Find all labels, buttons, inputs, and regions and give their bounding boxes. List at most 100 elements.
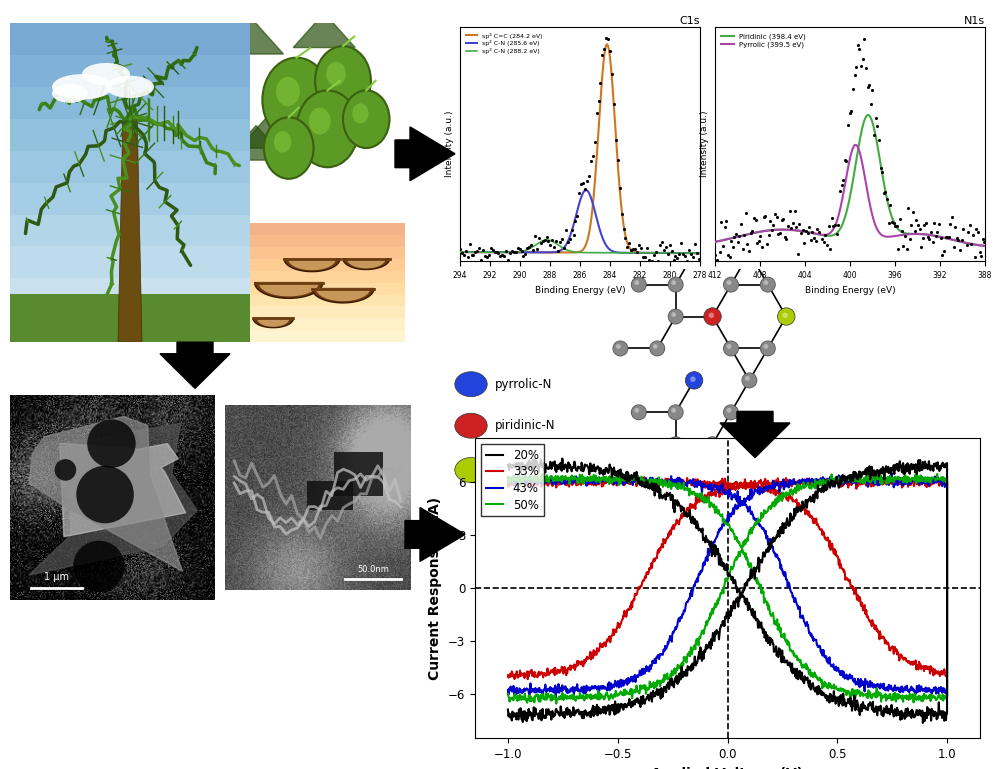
Circle shape xyxy=(455,458,487,482)
Circle shape xyxy=(668,436,684,452)
33% xyxy=(518,674,530,683)
Point xyxy=(824,212,840,225)
Point xyxy=(713,216,729,228)
Point xyxy=(723,235,739,248)
43% xyxy=(886,468,898,478)
Point xyxy=(456,248,472,261)
Text: 50.0nm: 50.0nm xyxy=(357,564,389,574)
Point xyxy=(793,227,809,239)
Circle shape xyxy=(55,459,76,481)
Point xyxy=(639,241,655,254)
Circle shape xyxy=(649,468,665,484)
Point xyxy=(504,245,520,257)
Point xyxy=(871,134,887,146)
Bar xyxy=(10,183,250,215)
Point xyxy=(767,208,783,221)
Point xyxy=(598,32,614,45)
Point xyxy=(866,128,882,141)
Bar xyxy=(250,271,405,282)
Point xyxy=(687,238,703,251)
Point xyxy=(710,265,726,278)
Point xyxy=(669,252,685,265)
Circle shape xyxy=(727,408,731,413)
Point xyxy=(939,231,955,243)
Point xyxy=(671,248,687,260)
Point xyxy=(843,105,859,117)
Bar xyxy=(334,451,383,497)
Bar xyxy=(307,481,353,510)
33% xyxy=(775,491,787,500)
Point xyxy=(903,219,919,231)
Point xyxy=(851,43,867,55)
Circle shape xyxy=(723,404,739,420)
50% xyxy=(900,474,912,484)
Point xyxy=(627,242,643,255)
Circle shape xyxy=(455,413,487,438)
Point xyxy=(558,224,574,236)
Point xyxy=(681,244,697,256)
Point xyxy=(962,219,978,231)
Point xyxy=(454,247,470,259)
Circle shape xyxy=(763,216,768,221)
Circle shape xyxy=(724,405,738,419)
Point xyxy=(529,243,545,255)
Text: pyrrolic-N: pyrrolic-N xyxy=(494,378,552,391)
Point xyxy=(677,250,693,262)
43% xyxy=(557,473,569,482)
Point xyxy=(848,62,864,74)
Circle shape xyxy=(782,312,788,318)
Point xyxy=(550,245,566,257)
Point xyxy=(473,254,489,266)
Point xyxy=(921,232,937,245)
Circle shape xyxy=(650,469,664,483)
Point xyxy=(508,246,524,258)
Point xyxy=(968,223,984,235)
Point xyxy=(656,244,672,256)
Point xyxy=(477,250,493,262)
Point xyxy=(594,48,610,61)
Point xyxy=(950,234,966,246)
Point xyxy=(965,228,981,241)
Point xyxy=(591,95,607,107)
Point xyxy=(521,241,537,254)
Point xyxy=(487,246,503,258)
20% xyxy=(775,647,787,656)
Point xyxy=(616,223,632,235)
Point xyxy=(464,249,480,261)
43% xyxy=(900,475,912,484)
Point xyxy=(675,248,691,260)
Circle shape xyxy=(632,405,646,419)
Point xyxy=(837,154,853,166)
Circle shape xyxy=(709,312,714,318)
Point xyxy=(790,248,806,260)
Point xyxy=(908,214,924,226)
Point xyxy=(679,255,695,267)
Circle shape xyxy=(296,90,358,168)
Point xyxy=(537,234,553,246)
Point xyxy=(856,32,872,45)
Point xyxy=(619,241,635,253)
Circle shape xyxy=(87,419,136,468)
Point xyxy=(876,187,892,199)
Point xyxy=(887,219,903,231)
Point xyxy=(970,225,986,238)
20% xyxy=(899,463,911,472)
Point xyxy=(469,245,485,257)
Point xyxy=(947,221,963,233)
Point xyxy=(825,220,841,232)
Circle shape xyxy=(760,213,776,228)
Point xyxy=(933,232,949,245)
Point xyxy=(916,219,932,231)
Point xyxy=(492,251,508,263)
Circle shape xyxy=(745,376,750,381)
33% xyxy=(660,536,672,545)
Polygon shape xyxy=(395,127,455,181)
Circle shape xyxy=(760,277,776,292)
Point xyxy=(960,225,976,238)
Point xyxy=(577,183,593,195)
Point xyxy=(735,242,751,255)
Point xyxy=(967,251,983,263)
Point xyxy=(666,254,682,266)
Point xyxy=(606,98,622,111)
Point xyxy=(554,233,570,245)
